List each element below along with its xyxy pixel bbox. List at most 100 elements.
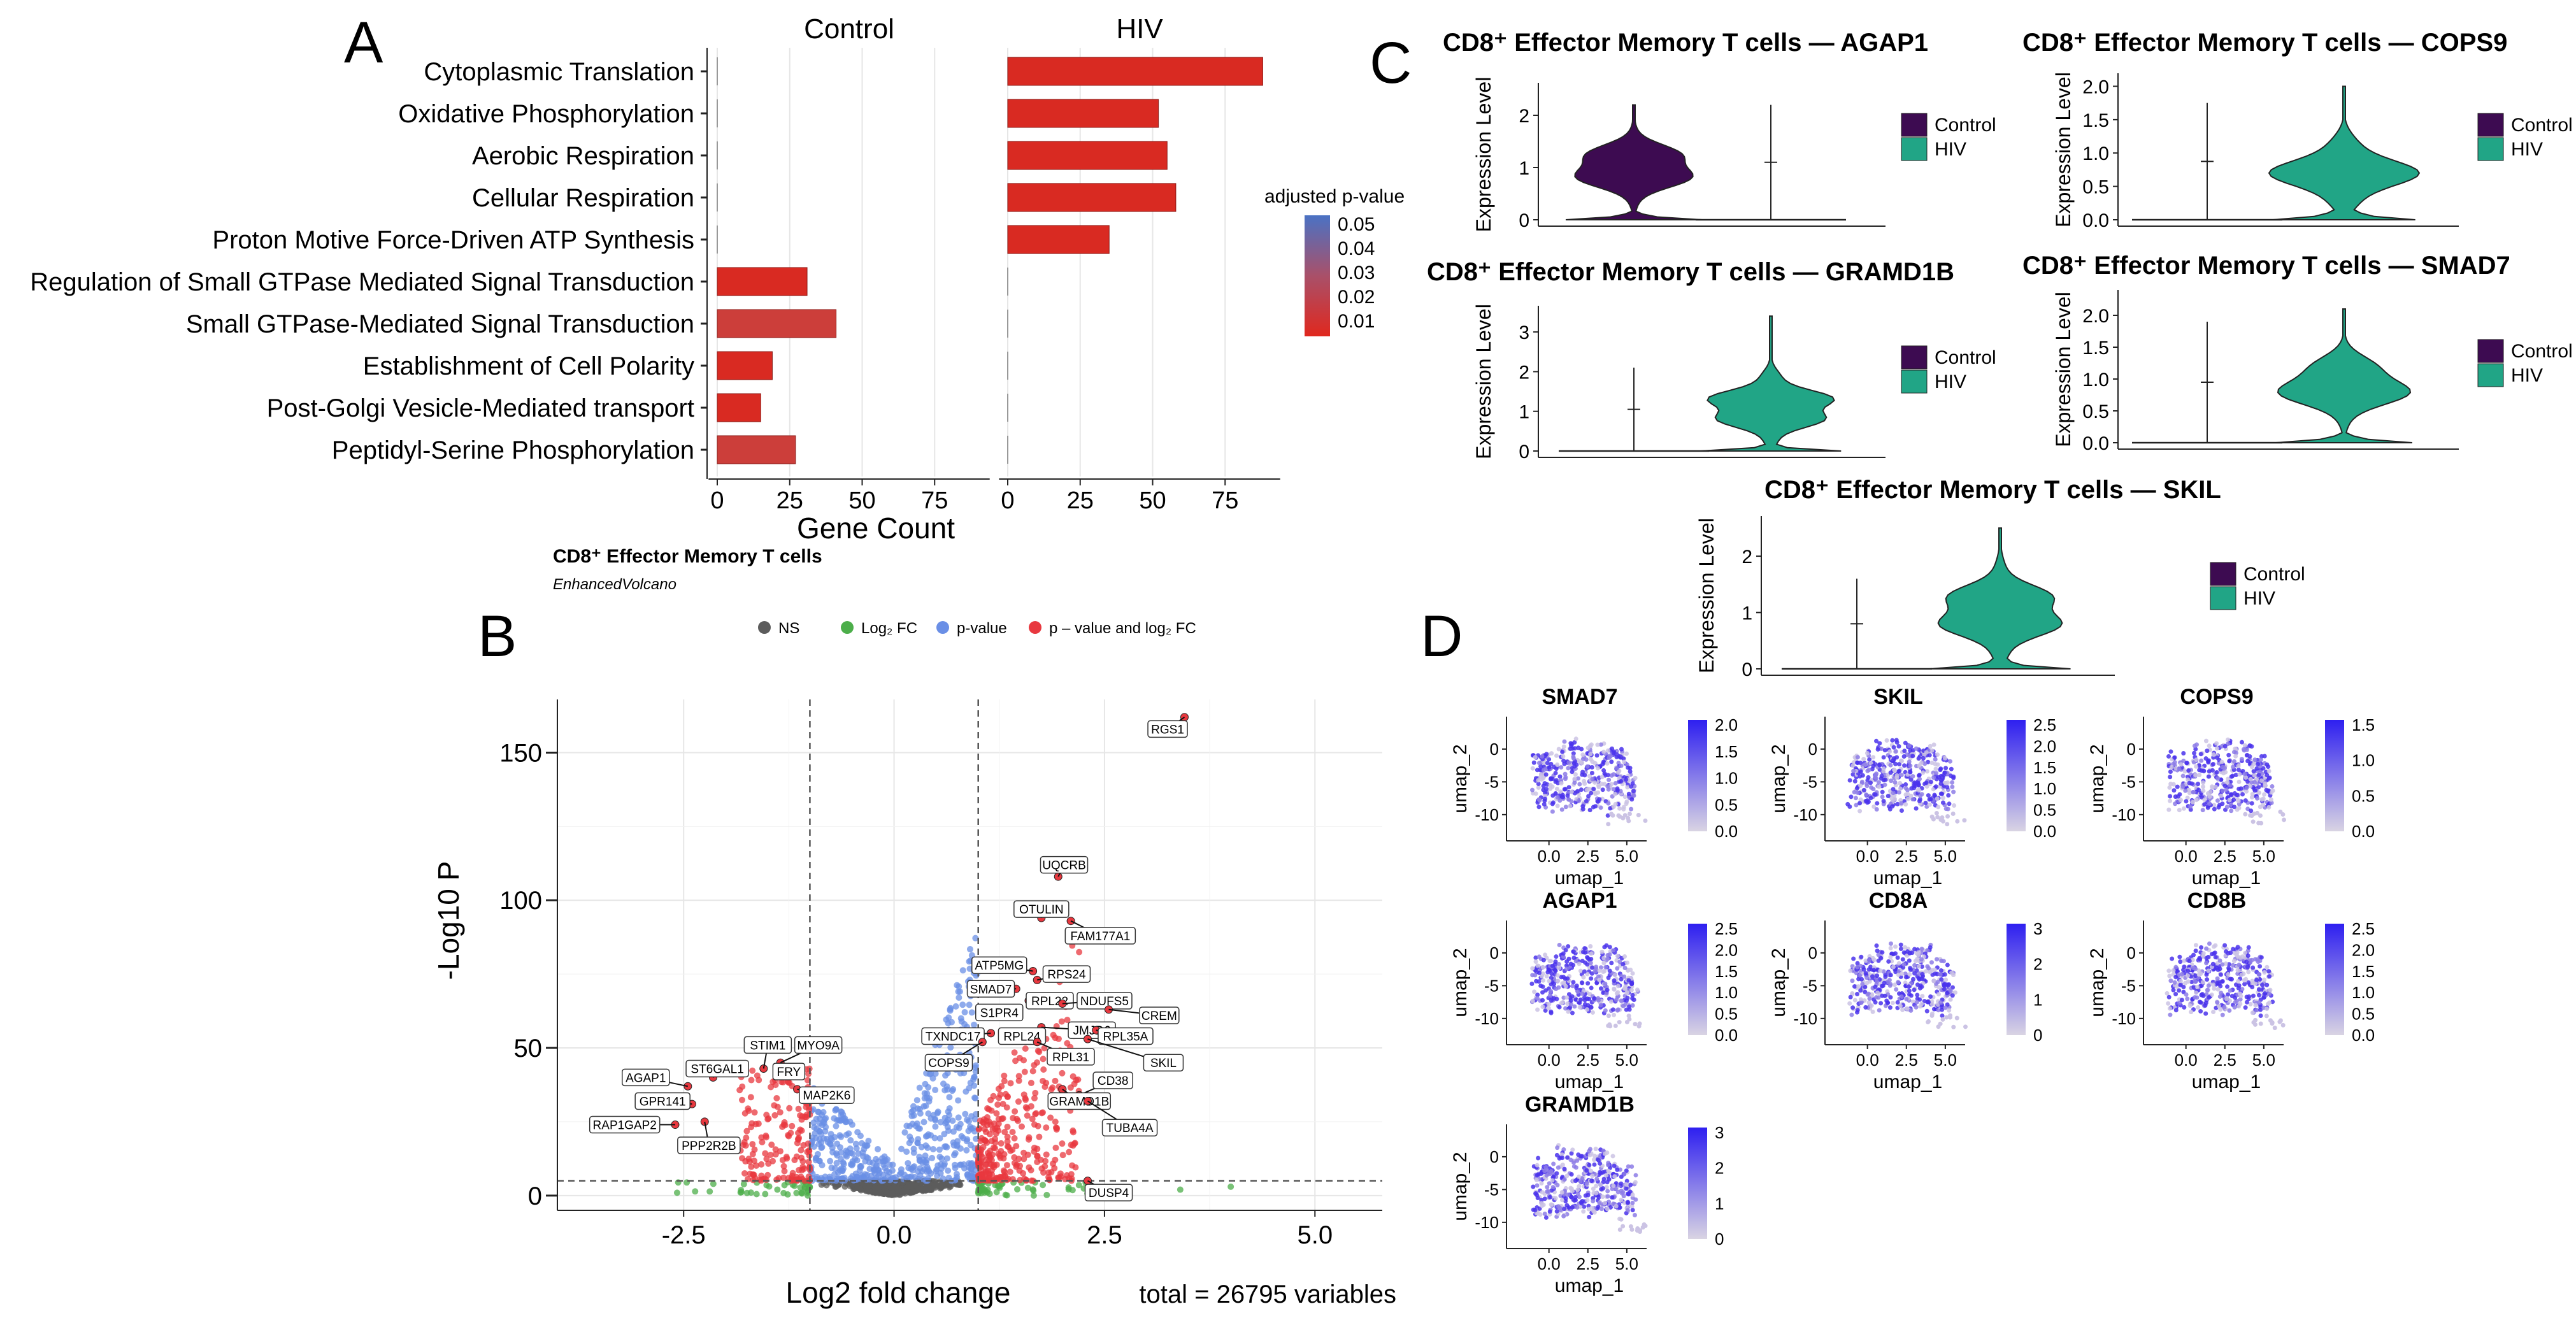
d-umap-point: [1572, 764, 1577, 769]
d-umap-point: [2228, 977, 2233, 982]
d-umap-point: [2179, 762, 2184, 767]
d-umap-point: [2205, 977, 2210, 982]
d-umap-point: [2254, 977, 2259, 982]
d-umap-point: [1568, 961, 1573, 966]
d-umap-point: [2203, 738, 2208, 743]
b-point: [780, 1163, 787, 1170]
d-umap-point: [1873, 984, 1878, 989]
d-umap-point: [1905, 792, 1910, 797]
d-umap-point: [2231, 764, 2236, 770]
d-umap-point: [1940, 791, 1945, 796]
d-x-tick-label: 2.5: [1577, 1050, 1599, 1070]
d-umap-point: [1885, 1000, 1890, 1005]
d-umap-point: [1850, 772, 1856, 777]
d-umap-point: [2186, 777, 2191, 782]
d-umap-point: [1568, 1001, 1573, 1006]
b-gene-label: DUSP4: [1089, 1187, 1129, 1200]
d-umap-point: [1568, 1005, 1573, 1010]
d-umap-point: [1635, 987, 1640, 992]
d-umap-point: [1945, 963, 1950, 968]
d-umap-point: [1626, 978, 1631, 983]
d-umap-point: [2208, 789, 2213, 794]
d-umap-point: [1924, 1008, 1929, 1013]
d-umap-point: [2189, 980, 2194, 985]
b-point: [772, 1151, 779, 1158]
b-point: [1015, 1073, 1022, 1080]
a-bar-hiv-2: [1007, 141, 1168, 170]
d-umap-point: [1603, 964, 1608, 970]
d-umap-point: [1580, 991, 1585, 996]
panel-b-volcano-plot: CD8⁺ Effector Memory T cellsEnhancedVolc…: [432, 546, 1396, 1309]
c-y-axis-title: Expression Level: [2052, 72, 2075, 227]
d-umap-point: [1935, 957, 1940, 962]
b-point: [771, 1112, 778, 1119]
d-umap-point: [1599, 782, 1604, 787]
b-point: [785, 1078, 792, 1085]
b-point: [950, 1128, 957, 1135]
d-umap-point: [2266, 969, 2272, 974]
b-gene-label: CREM: [1141, 1010, 1177, 1023]
d-umap-point: [2187, 1003, 2193, 1008]
d-umap-point: [2247, 784, 2252, 789]
d-umap-point: [2168, 798, 2173, 803]
b-point: [1036, 1049, 1043, 1056]
d-umap-point: [1588, 961, 1593, 966]
d-umap-point: [2193, 979, 2198, 984]
b-point: [819, 1122, 826, 1129]
d-umap-point: [2166, 807, 2172, 812]
b-label-box: [1084, 1184, 1133, 1201]
d-umap-point: [1936, 1024, 1941, 1029]
d-umap-point: [1606, 777, 1612, 782]
b-point: [912, 1187, 919, 1194]
d-umap-point: [1529, 981, 1535, 986]
d-umap-point: [2185, 795, 2190, 800]
d-umap-point: [2258, 1007, 2263, 1012]
d-umap-point: [1549, 761, 1554, 766]
a-facet-title-1: HIV: [1116, 13, 1163, 45]
d-umap-point: [1589, 764, 1594, 770]
d-umap-point: [1943, 1005, 1948, 1010]
d-y-tick-label: 0: [1490, 740, 1499, 759]
b-point: [903, 1149, 910, 1156]
a-category-label: Aerobic Respiration: [472, 142, 694, 170]
d-umap-point: [1637, 1021, 1642, 1026]
d-umap-point: [2183, 980, 2188, 985]
b-point: [1057, 1173, 1064, 1180]
d-umap-point: [1951, 1024, 1956, 1029]
d-umap-point: [1938, 968, 1943, 973]
b-gene-label: STIM1: [750, 1039, 785, 1052]
d-umap-point: [1549, 989, 1554, 994]
d-umap-point: [1916, 756, 1921, 761]
b-label-box: [634, 1092, 691, 1110]
b-point: [968, 1113, 975, 1120]
d-umap-point: [1544, 974, 1549, 979]
d-umap-point: [1555, 803, 1560, 808]
b-point: [1015, 1077, 1022, 1084]
b-point: [908, 1173, 915, 1180]
d-umap-point: [2173, 992, 2179, 997]
d-umap-point: [2200, 980, 2205, 985]
c-legend-swatch-hiv: [2210, 586, 2236, 610]
d-umap-point: [1935, 980, 1940, 985]
a-bar-hiv-0: [1007, 57, 1263, 86]
b-gene-label: FAM177A1: [1070, 930, 1130, 943]
d-x-tick-label: 0.0: [2175, 847, 2198, 866]
d-umap-point: [1910, 797, 1915, 802]
d-umap-point: [1923, 801, 1928, 806]
b-point: [872, 1189, 879, 1196]
c-legend-label-control: Control: [2511, 341, 2573, 362]
d-umap-point: [2182, 964, 2187, 970]
d-umap-point: [1619, 977, 1624, 982]
d-umap-point: [1934, 810, 1939, 815]
d-umap-point: [1541, 957, 1546, 963]
a-bar-control-7: [717, 351, 773, 380]
d-umap-point: [1896, 744, 1901, 749]
b-label-box: [1147, 720, 1188, 738]
b-point: [798, 1147, 805, 1154]
d-umap-point: [1614, 754, 1619, 759]
d-umap-point: [2210, 762, 2215, 767]
d-umap-point: [1576, 776, 1581, 781]
d-umap-point: [2217, 966, 2222, 971]
d-umap-point: [1934, 771, 1939, 776]
d-umap-point: [2179, 998, 2184, 1003]
